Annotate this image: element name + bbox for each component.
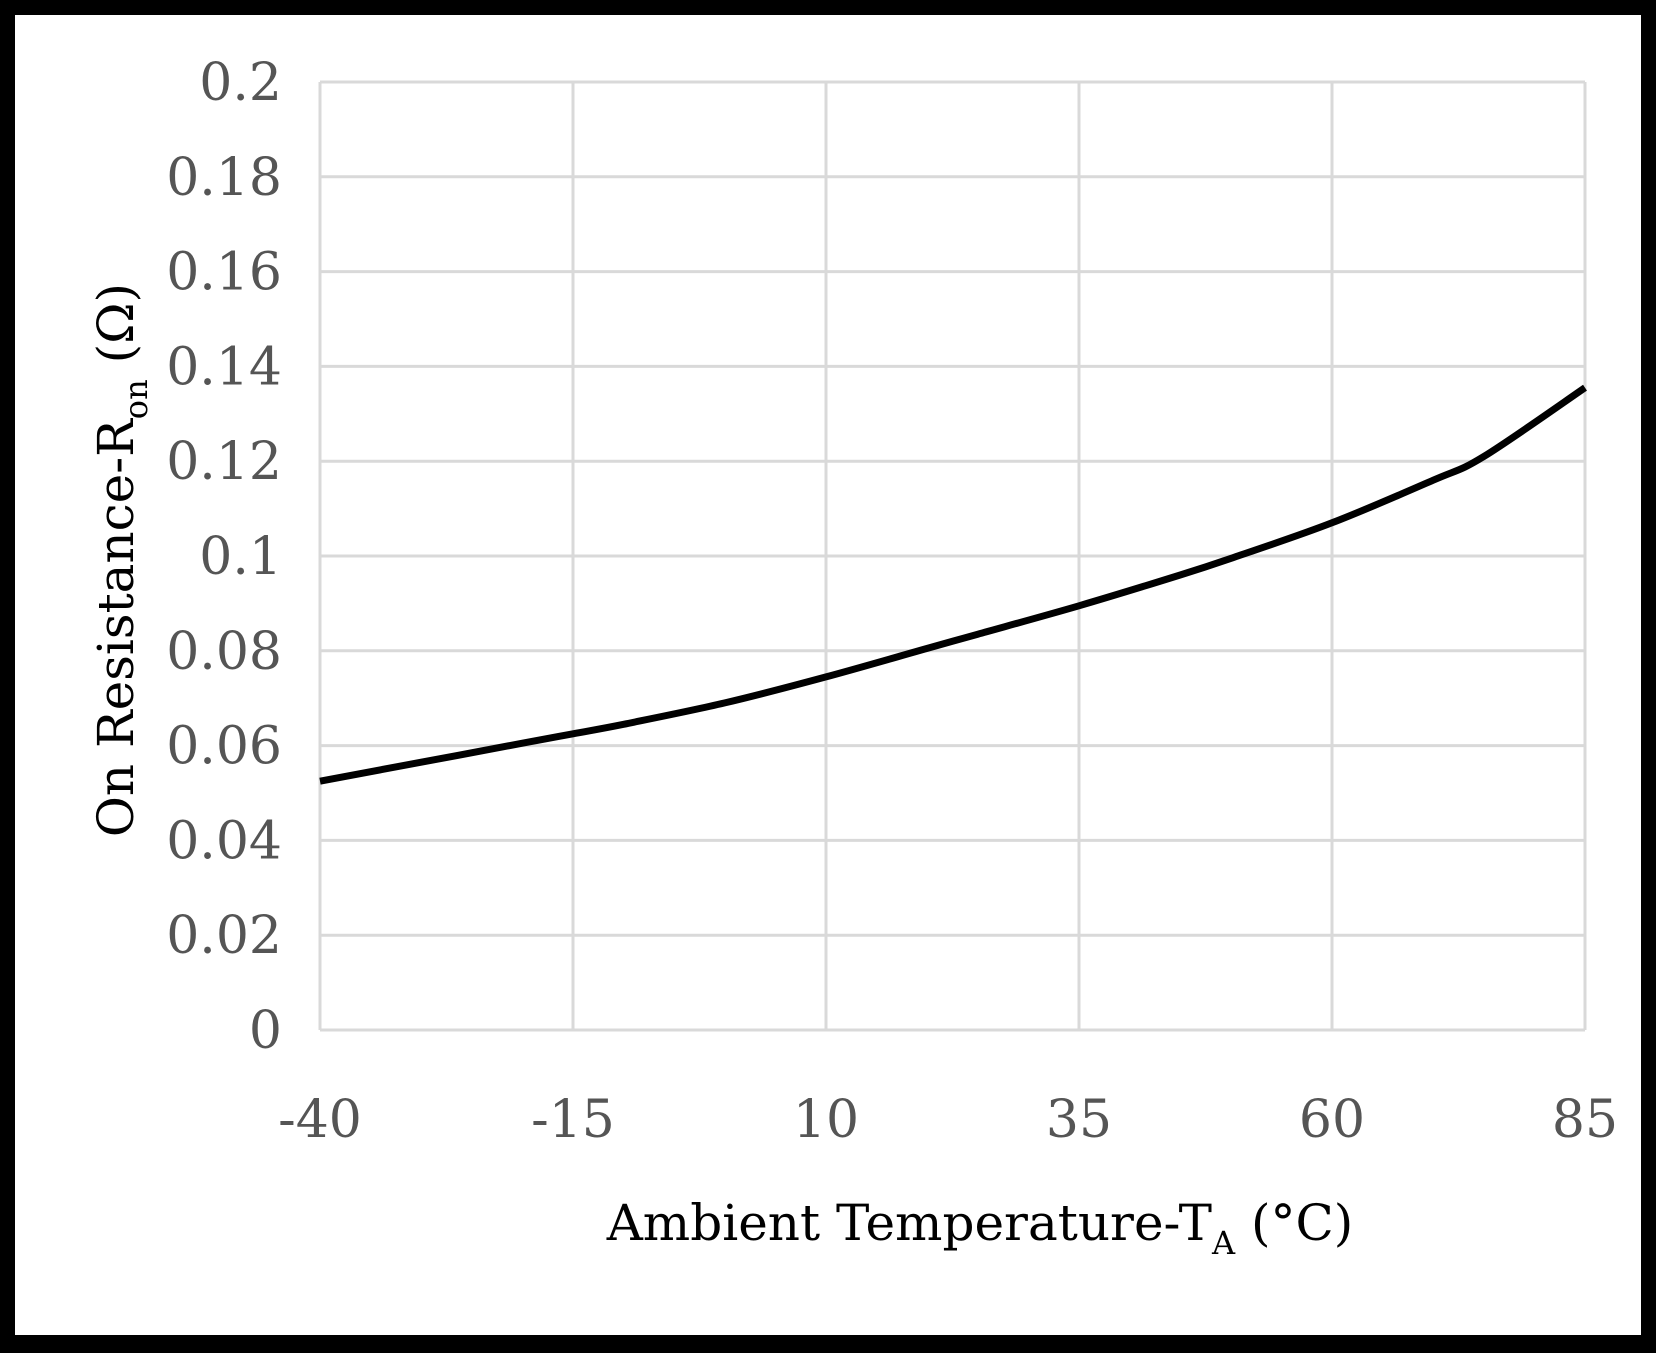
y-tick-label: 0.18	[166, 148, 282, 208]
y-axis-title-subscript: on	[117, 379, 155, 419]
y-tick-label: 0.04	[166, 811, 282, 871]
x-tick-label: 35	[1046, 1090, 1112, 1150]
x-axis-title-subscript: A	[1211, 1224, 1236, 1262]
y-tick-label: 0.1	[199, 527, 282, 587]
y-tick-label: 0.16	[166, 243, 282, 303]
y-tick-label: 0.12	[166, 432, 282, 492]
y-tick-labels: 0 0.02 0.04 0.06 0.08 0.1 0.12 0.14 0.16 0.18 0.2	[166, 53, 282, 1061]
y-tick-label: 0.2	[199, 53, 282, 113]
x-tick-label: -15	[531, 1090, 615, 1150]
x-axis-title-suffix: (°C)	[1235, 1194, 1353, 1252]
x-tick-label: 85	[1552, 1090, 1618, 1150]
x-tick-label: -40	[278, 1090, 362, 1150]
y-tick-label: 0	[249, 1001, 282, 1061]
x-axis-title: Ambient Temperature-TA (°C)	[606, 1194, 1354, 1262]
x-tick-labels: -40 -15 10 35 60 85	[278, 1090, 1618, 1150]
y-axis-title: On Resistance-Ron (Ω)	[87, 283, 155, 837]
grid-layer	[318, 80, 1587, 1032]
y-tick-label: 0.02	[166, 906, 282, 966]
y-tick-label: 0.08	[166, 622, 282, 682]
x-tick-label: 60	[1299, 1090, 1365, 1150]
series-line-ron	[319, 384, 1587, 785]
series-layer	[319, 384, 1587, 785]
y-axis-title-suffix: (Ω)	[87, 283, 145, 379]
x-tick-label: 10	[793, 1090, 859, 1150]
y-tick-label: 0.06	[166, 717, 282, 777]
y-tick-label: 0.14	[166, 337, 282, 397]
y-axis-title-main: On Resistance-R	[87, 418, 145, 837]
x-axis-title-main: Ambient Temperature-T	[606, 1194, 1212, 1252]
